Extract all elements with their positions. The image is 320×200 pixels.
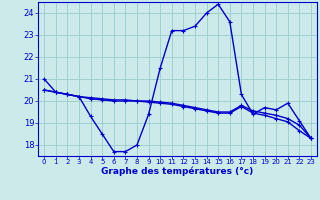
X-axis label: Graphe des températures (°c): Graphe des températures (°c) bbox=[101, 167, 254, 176]
